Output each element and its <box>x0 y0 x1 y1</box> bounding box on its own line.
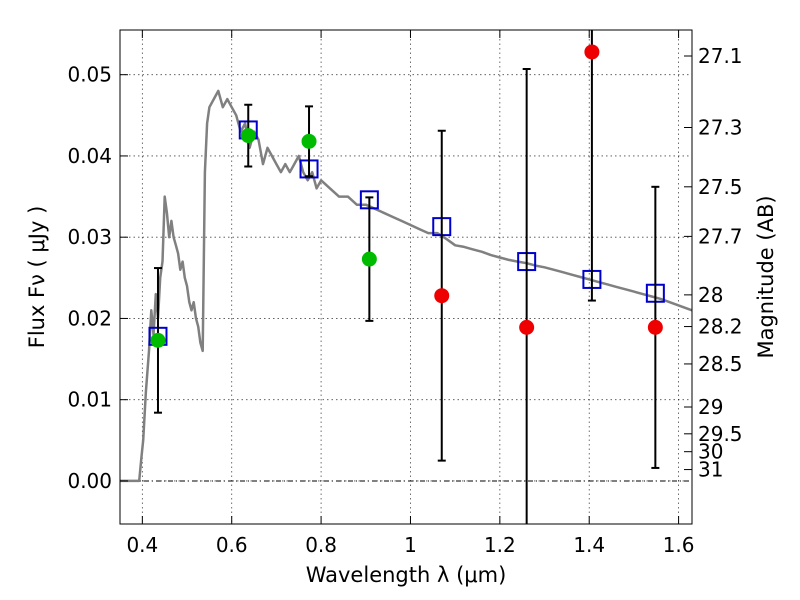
y-tick-label: 0.03 <box>67 225 112 249</box>
observed-flux-point <box>519 319 535 335</box>
ticks: 0.4 0.6 0.8 1 1.2 1.4 1.6 0.00 0.01 0.02 0.03 0.04 0… <box>67 30 743 557</box>
observed-flux-point <box>647 319 663 335</box>
right-tick-label: 29 <box>698 395 723 419</box>
x-tick-label: 1.2 <box>484 533 516 557</box>
observed-flux-point <box>361 251 377 267</box>
right-tick-label: 31 <box>698 458 723 482</box>
right-tick-label: 27.3 <box>698 116 743 140</box>
plot-frame <box>119 29 693 525</box>
model-spectrum-line <box>120 89 692 483</box>
x-tick-label: 1 <box>404 533 417 557</box>
x-tick-label: 0.8 <box>305 533 337 557</box>
right-tick-label: 27.1 <box>698 44 743 68</box>
y-tick-label: 0.01 <box>67 388 112 412</box>
y-tick-label: 0.04 <box>67 144 112 168</box>
observed-flux-point <box>584 44 600 60</box>
right-tick-label: 27.5 <box>698 175 743 199</box>
grid <box>120 30 692 524</box>
y-axis-label: Flux Fν ( μJy ) <box>25 206 49 349</box>
y-tick-label: 0.00 <box>67 469 112 493</box>
observed-flux-point <box>150 332 166 348</box>
data-layer <box>120 30 692 524</box>
right-tick-label: 28 <box>698 283 723 307</box>
right-tick-label: 28.2 <box>698 315 743 339</box>
y-tick-label: 0.05 <box>67 63 112 87</box>
x-tick-label: 1.6 <box>663 533 695 557</box>
y-tick-label: 0.02 <box>67 306 112 330</box>
y-axis-label-right: Magnitude (AB) <box>754 195 778 358</box>
observed-flux-point <box>240 128 256 144</box>
right-tick-label: 29.5 <box>698 422 743 446</box>
x-tick-label: 1.4 <box>573 533 605 557</box>
right-tick-label: 27.7 <box>698 224 743 248</box>
observed-flux-point <box>434 288 450 304</box>
x-axis-label: Wavelength λ (μm) <box>306 563 507 587</box>
right-tick-label: 30 <box>698 440 723 464</box>
x-tick-label: 0.4 <box>126 533 158 557</box>
observed-flux-point <box>301 133 317 149</box>
right-tick-label: 28.5 <box>698 352 743 376</box>
x-tick-label: 0.6 <box>216 533 248 557</box>
